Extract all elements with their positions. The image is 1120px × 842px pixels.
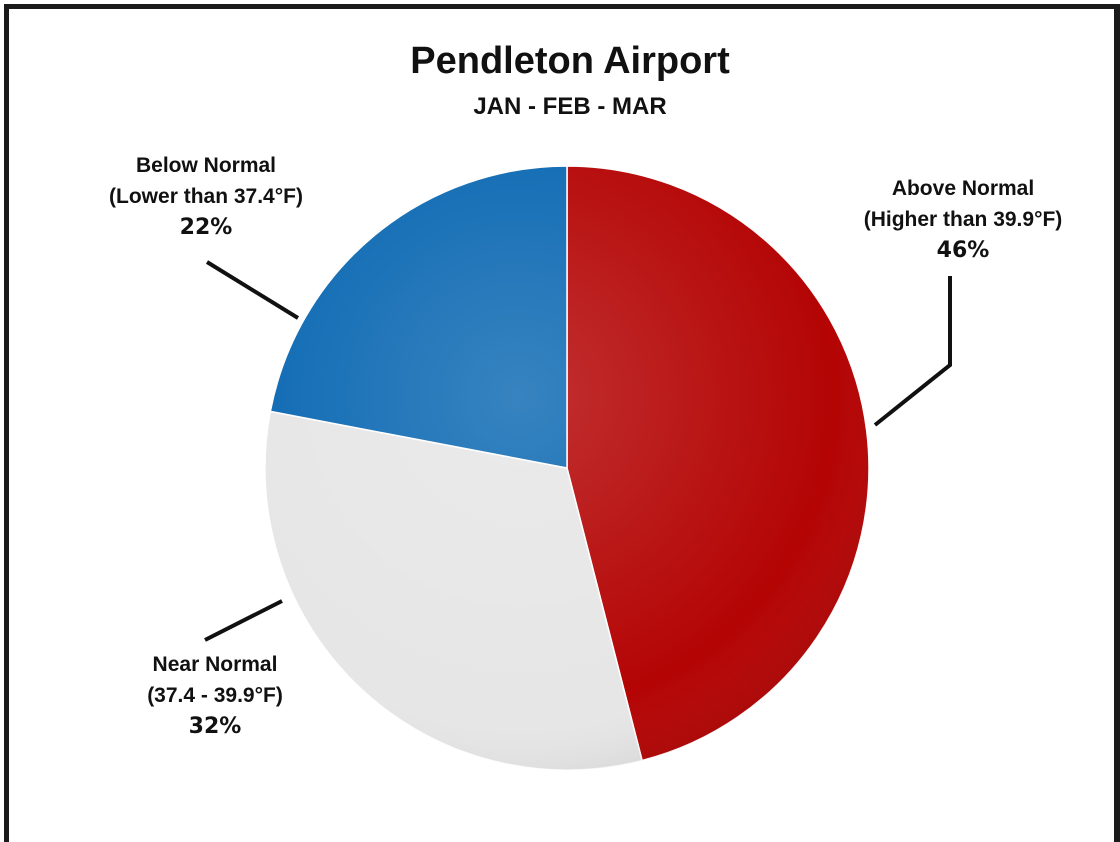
leader-lines [204, 260, 952, 642]
slice-label-above-pct: 46% [936, 238, 990, 263]
chart-frame [4, 4, 1120, 842]
slice-label-below-detail: (Lower than 37.4°F) [109, 185, 303, 208]
leader-line-above [873, 276, 952, 427]
slice-label-near-pct: 32% [188, 714, 242, 739]
leader-line-near [204, 599, 283, 642]
slice-label-below-name: Below Normal [135, 154, 277, 177]
slice-label-near-name: Near Normal [152, 653, 278, 676]
chart-title: Pendleton Airport [410, 40, 730, 82]
slice-label-near: Near Normal (37.4 - 39.9°F) 32% [90, 649, 340, 742]
slice-label-below: Below Normal (Lower than 37.4°F) 22% [81, 150, 331, 243]
pie-slices [264, 165, 870, 771]
slice-label-below-pct: 22% [179, 215, 233, 240]
slice-label-above-name: Above Normal [891, 177, 1035, 200]
slice-label-above-detail: (Higher than 39.9°F) [863, 208, 1063, 231]
slice-label-above: Above Normal (Higher than 39.9°F) 46% [838, 173, 1088, 266]
leader-line-below [205, 260, 300, 320]
chart-subtitle: JAN - FEB - MAR [473, 93, 667, 120]
slice-label-near-detail: (37.4 - 39.9°F) [147, 684, 283, 707]
